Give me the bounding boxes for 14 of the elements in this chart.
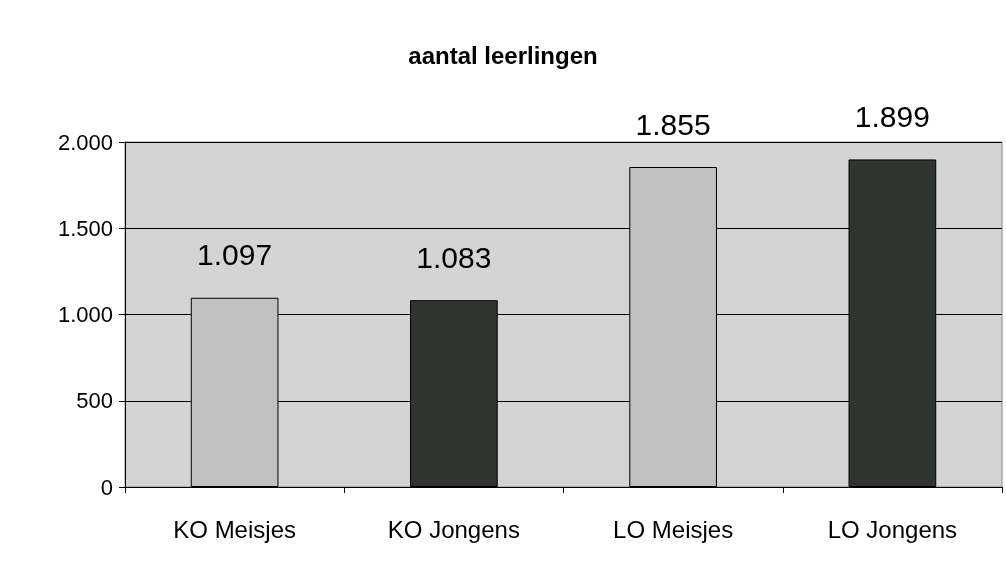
x-tick-label: KO Meisjes — [173, 515, 296, 543]
data-label: 1.899 — [854, 99, 930, 133]
x-tick-label: KO Jongens — [387, 515, 520, 543]
data-label: 1.855 — [635, 107, 711, 141]
x-tick-label: LO Meisjes — [613, 515, 734, 543]
y-tick-label: 1.500 — [57, 215, 113, 241]
data-label: 1.097 — [197, 238, 273, 272]
chart-title: aantal leerlingen — [408, 41, 598, 69]
y-tick-label: 500 — [76, 388, 113, 414]
y-tick-label: 2.000 — [57, 129, 113, 155]
y-tick-label: 0 — [100, 474, 113, 500]
y-tick-label: 1.000 — [57, 302, 113, 327]
data-label: 1.083 — [416, 240, 492, 274]
x-tick-label: LO Jongens — [827, 515, 958, 543]
